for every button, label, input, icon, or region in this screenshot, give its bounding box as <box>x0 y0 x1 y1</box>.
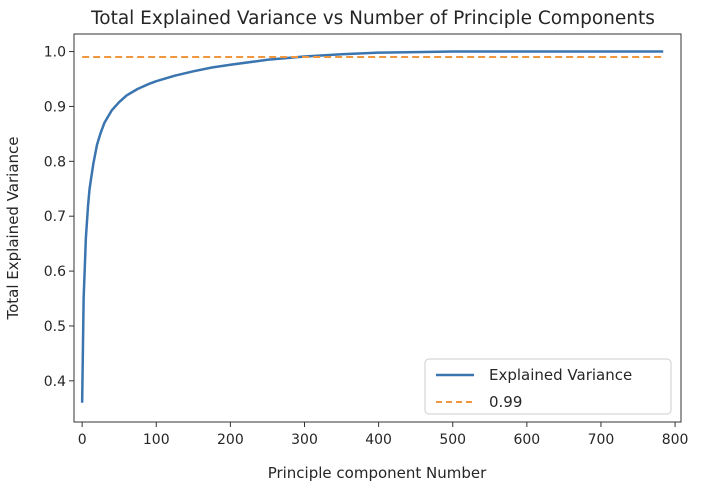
chart-title: Total Explained Variance vs Number of Pr… <box>90 8 655 29</box>
legend: Explained Variance 0.99 <box>424 358 672 415</box>
x-tick-label: 600 <box>513 432 540 448</box>
y-tick-label: 1.0 <box>44 45 66 61</box>
plot-frame <box>73 33 682 423</box>
plot-lines <box>80 50 664 403</box>
y-axis-ticks: 0.4 0.5 0.6 0.7 0.8 0.9 1.0 <box>44 45 74 390</box>
y-tick-label: 0.8 <box>44 154 66 170</box>
x-tick-label: 400 <box>365 432 392 448</box>
x-tick-label: 200 <box>217 432 244 448</box>
legend-label-threshold: 0.99 <box>489 393 522 411</box>
x-tick-label: 500 <box>439 432 466 448</box>
x-tick-label: 0 <box>78 432 87 448</box>
x-axis-ticks: 0 100 200 300 400 500 600 700 800 <box>78 422 689 448</box>
legend-label-explained-variance: Explained Variance <box>489 366 632 384</box>
x-tick-label: 300 <box>291 432 318 448</box>
x-axis-label: Principle component Number <box>268 464 487 482</box>
y-tick-label: 0.6 <box>44 264 66 280</box>
explained-variance-line <box>80 50 664 403</box>
legend-box <box>424 358 672 415</box>
y-tick-label: 0.5 <box>44 319 66 335</box>
y-tick-label: 0.9 <box>44 99 66 115</box>
y-tick-label: 0.7 <box>44 209 66 225</box>
x-tick-label: 800 <box>662 432 689 448</box>
x-tick-label: 100 <box>143 432 170 448</box>
y-axis-label: Total Explained Variance <box>4 136 22 320</box>
y-tick-label: 0.4 <box>44 374 66 390</box>
x-tick-label: 700 <box>588 432 615 448</box>
